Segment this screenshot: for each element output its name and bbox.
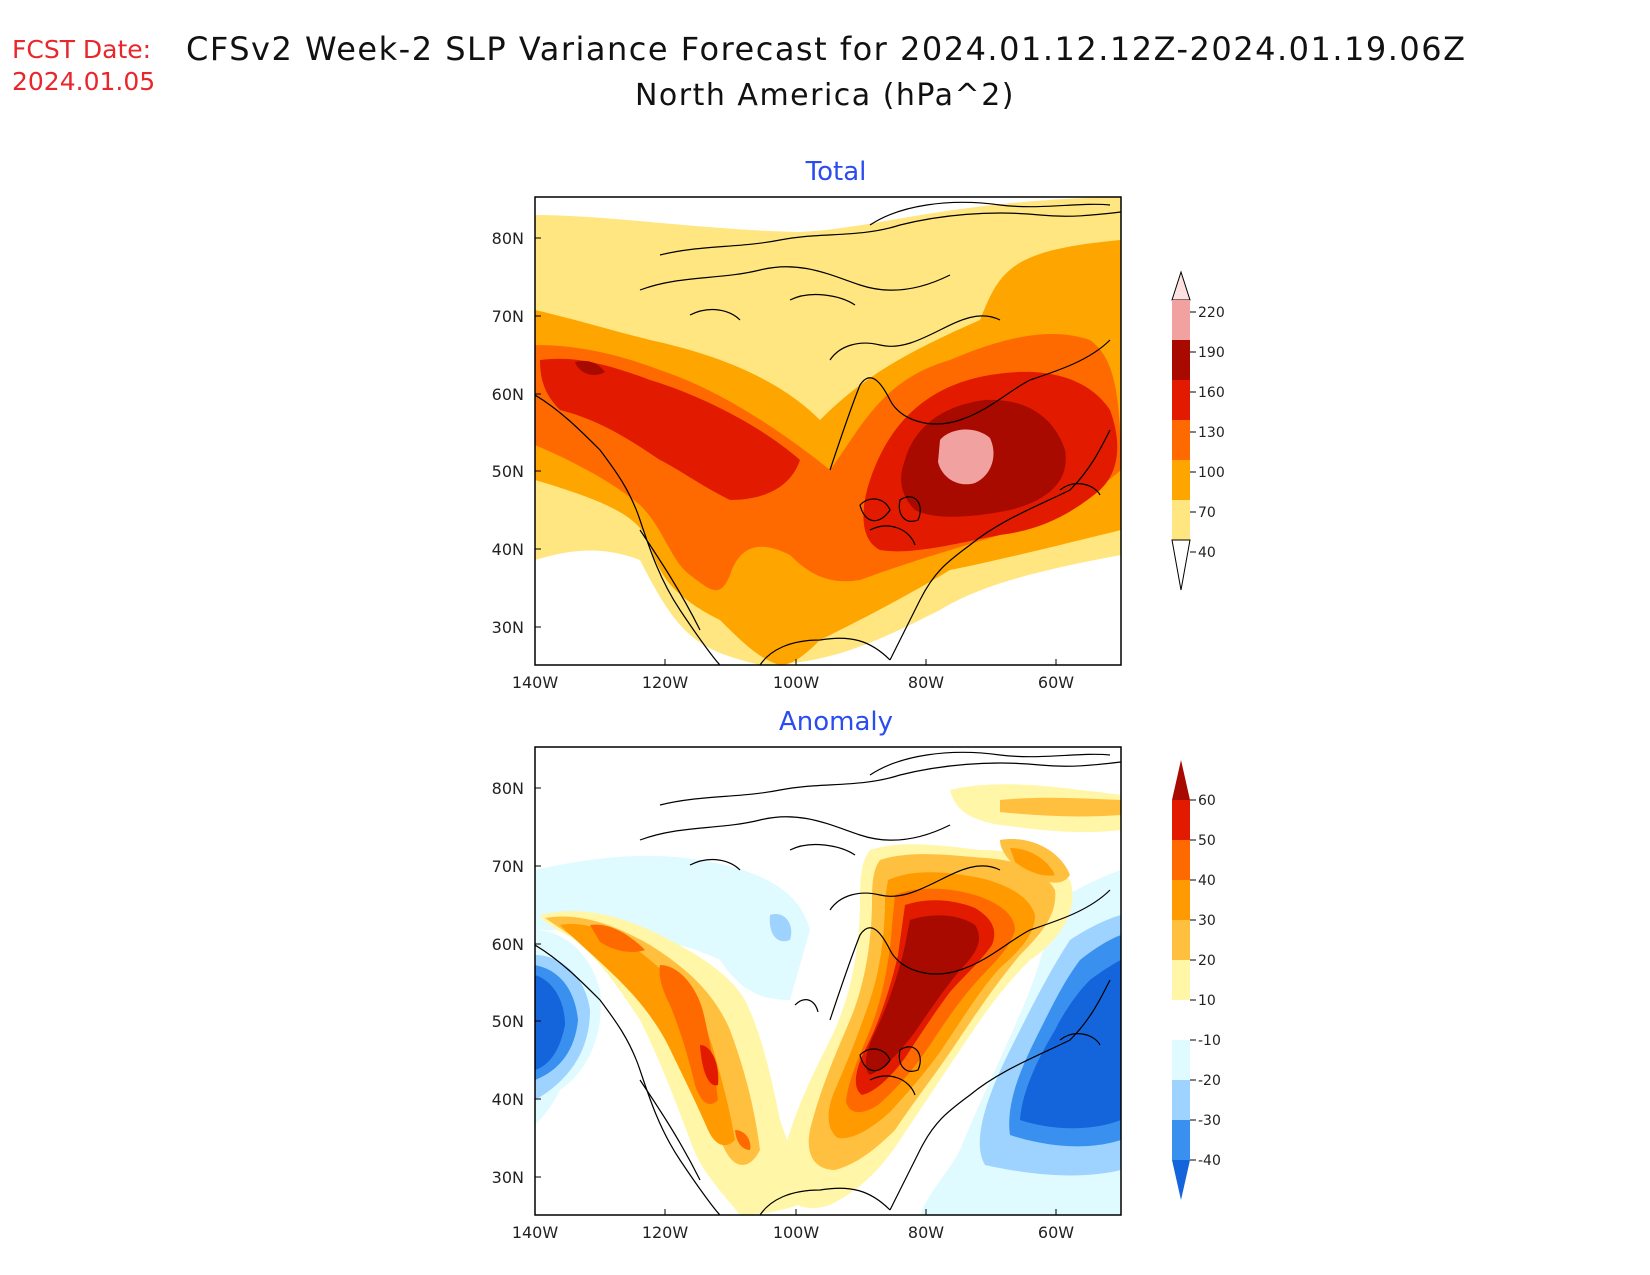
main-title: CFSv2 Week-2 SLP Variance Forecast for 2… [186, 30, 1467, 68]
total-lat-label: 80N [492, 229, 524, 248]
total-colorbar: 40 70 100 130 160 190 220 [1171, 270, 1225, 591]
total-lon-label: 120W [642, 673, 689, 692]
total-colorbar-label: 160 [1198, 385, 1225, 401]
anomaly-lat-label: 40N [492, 1090, 524, 1109]
total-map-field [535, 197, 1121, 665]
anomaly-lat-label: 50N [492, 1012, 524, 1031]
anomaly-map-frame [534, 746, 1122, 1216]
anomaly-lon-label: 80W [908, 1223, 944, 1242]
anomaly-colorbar-label: 60 [1198, 793, 1216, 809]
anomaly-colorbar-label: -30 [1198, 1113, 1221, 1129]
total-lon-label: 60W [1038, 673, 1074, 692]
anomaly-lat-label: 80N [492, 779, 524, 798]
fcst-date-value: 2024.01.05 [12, 67, 156, 96]
total-colorbar-label: 220 [1198, 305, 1225, 321]
total-lon-label: 100W [773, 673, 820, 692]
total-lat-label: 30N [492, 618, 524, 637]
total-lon-label: 80W [908, 673, 944, 692]
total-map-frame [534, 196, 1122, 666]
total-lon-axis: 140W 120W 100W 80W 60W [512, 673, 1074, 692]
total-colorbar-label: 130 [1198, 425, 1225, 441]
anomaly-lat-label: 60N [492, 935, 524, 954]
anomaly-lat-axis: 80N 70N 60N 50N 40N 30N [492, 779, 524, 1187]
total-colorbar-label: 40 [1198, 545, 1216, 561]
total-lat-label: 70N [492, 307, 524, 326]
anomaly-lon-axis: 140W 120W 100W 80W 60W [512, 1223, 1074, 1242]
total-lon-label: 140W [512, 673, 559, 692]
total-panel: Total [492, 157, 1225, 692]
total-lat-label: 40N [492, 540, 524, 559]
total-colorbar-label: 70 [1198, 505, 1216, 521]
anomaly-lon-label: 100W [773, 1223, 820, 1242]
anomaly-lat-label: 30N [492, 1168, 524, 1187]
anomaly-lat-label: 70N [492, 857, 524, 876]
anomaly-colorbar-label: 20 [1198, 953, 1216, 969]
anomaly-colorbar-label: 10 [1198, 993, 1216, 1009]
anomaly-panel: Anomaly [492, 707, 1221, 1242]
anomaly-colorbar-label: -10 [1198, 1033, 1221, 1049]
total-colorbar-label: 190 [1198, 345, 1225, 361]
anomaly-lon-label: 60W [1038, 1223, 1074, 1242]
anomaly-map-field [535, 747, 1121, 1215]
anomaly-colorbar-label: 30 [1198, 913, 1216, 929]
anomaly-colorbar-label: -20 [1198, 1073, 1221, 1089]
total-lat-label: 60N [492, 385, 524, 404]
total-lat-axis: 80N 70N 60N 50N 40N 30N [492, 229, 524, 637]
total-lat-label: 50N [492, 462, 524, 481]
sub-title: North America (hPa^2) [634, 78, 1015, 113]
anomaly-lon-label: 140W [512, 1223, 559, 1242]
anomaly-panel-title: Anomaly [779, 707, 893, 737]
anomaly-lon-label: 120W [642, 1223, 689, 1242]
total-colorbar-label: 100 [1198, 465, 1225, 481]
anomaly-coastlines [535, 751, 1121, 1215]
anomaly-colorbar: 60 50 40 30 20 10 -10 -20 -30 -40 [1172, 760, 1221, 1200]
total-panel-title: Total [805, 157, 867, 187]
anomaly-colorbar-label: -40 [1198, 1153, 1221, 1169]
fcst-date-label: FCST Date: [12, 35, 152, 64]
anomaly-colorbar-label: 40 [1198, 873, 1216, 889]
total-coastlines [535, 201, 1121, 665]
anomaly-colorbar-label: 50 [1198, 833, 1216, 849]
